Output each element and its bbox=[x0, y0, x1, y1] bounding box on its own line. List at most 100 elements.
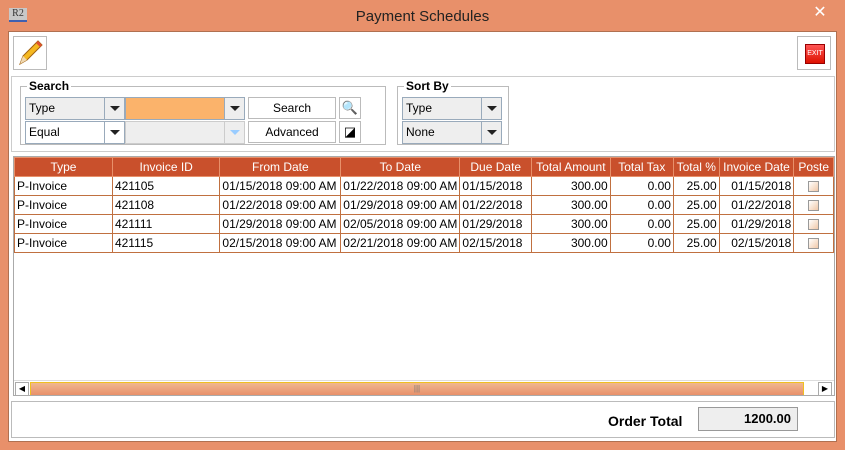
advanced-search-icon[interactable]: ◪ bbox=[339, 121, 361, 143]
search-legend: Search bbox=[29, 79, 70, 93]
cell-to-date: 02/21/2018 09:00 AM bbox=[340, 233, 461, 253]
window-title: Payment Schedules bbox=[355, 8, 490, 25]
cell-from-date: 02/15/2018 09:00 AM bbox=[219, 233, 342, 253]
advanced-button[interactable]: Advanced bbox=[248, 121, 336, 143]
cell-invoice-id: 421105 bbox=[111, 176, 221, 196]
search-field-select[interactable]: Type bbox=[25, 97, 125, 120]
column-header-posted[interactable]: Poste bbox=[793, 157, 834, 177]
close-button[interactable]: ✕ bbox=[813, 4, 827, 21]
chevron-down-icon bbox=[224, 122, 244, 143]
sort-group: Sort By Type None bbox=[397, 79, 509, 145]
posted-checkbox[interactable] bbox=[808, 238, 820, 250]
cell-total-tax: 0.00 bbox=[609, 176, 674, 196]
cell-invoice-id: 421108 bbox=[111, 195, 221, 215]
cell-total-percent: 25.00 bbox=[672, 233, 720, 253]
cell-invoice-date: 01/29/2018 bbox=[718, 214, 795, 234]
cell-total-percent: 25.00 bbox=[672, 176, 720, 196]
sort-legend: Sort By bbox=[406, 79, 449, 93]
column-header-total-tax[interactable]: Total Tax bbox=[609, 157, 674, 177]
cell-total-amount: 300.00 bbox=[531, 195, 611, 215]
magnifier-icon[interactable]: 🔍 bbox=[339, 97, 361, 119]
cell-due-date: 01/29/2018 bbox=[459, 214, 533, 234]
column-header-invoice-id[interactable]: Invoice ID bbox=[111, 157, 221, 177]
cell-type: P-Invoice bbox=[14, 195, 113, 215]
cell-total-tax: 0.00 bbox=[609, 233, 674, 253]
cell-posted[interactable] bbox=[793, 195, 834, 215]
column-header-type[interactable]: Type bbox=[14, 157, 113, 177]
search-value-select[interactable] bbox=[125, 97, 245, 120]
search-operator-value: Equal bbox=[29, 125, 60, 139]
cell-type: P-Invoice bbox=[14, 214, 113, 234]
cell-posted[interactable] bbox=[793, 233, 834, 253]
pencil-icon bbox=[19, 40, 43, 66]
cell-invoice-date: 02/15/2018 bbox=[718, 233, 795, 253]
cell-to-date: 01/29/2018 09:00 AM bbox=[340, 195, 461, 215]
cell-total-amount: 300.00 bbox=[531, 214, 611, 234]
cell-posted[interactable] bbox=[793, 214, 834, 234]
column-header-to-date[interactable]: To Date bbox=[340, 157, 461, 177]
table-row[interactable]: P-Invoice 421115 02/15/2018 09:00 AM 02/21/… bbox=[14, 233, 834, 253]
cell-from-date: 01/29/2018 09:00 AM bbox=[219, 214, 342, 234]
filter-panel: Search Type Equal Search Advanced 🔍 ◪ So… bbox=[11, 76, 835, 152]
search-group: Search Type Equal Search Advanced 🔍 ◪ bbox=[20, 79, 386, 145]
scroll-left-icon[interactable]: ◀ bbox=[15, 382, 29, 395]
sort-secondary-select[interactable]: None bbox=[402, 121, 502, 144]
cell-total-amount: 300.00 bbox=[531, 176, 611, 196]
posted-checkbox[interactable] bbox=[808, 200, 820, 212]
table-row[interactable]: P-Invoice 421105 01/15/2018 09:00 AM 01/22/… bbox=[14, 176, 834, 196]
search-button[interactable]: Search bbox=[248, 97, 336, 119]
cell-type: P-Invoice bbox=[14, 176, 113, 196]
sort-primary-value: Type bbox=[406, 101, 433, 115]
cell-total-tax: 0.00 bbox=[609, 214, 674, 234]
column-header-total-percent[interactable]: Total % bbox=[672, 157, 720, 177]
client-area: EXIT Search Type Equal Search Advanced 🔍… bbox=[8, 31, 837, 442]
cell-posted[interactable] bbox=[793, 176, 834, 196]
cell-invoice-date: 01/15/2018 bbox=[718, 176, 795, 196]
column-header-total-amount[interactable]: Total Amount bbox=[531, 157, 611, 177]
sort-primary-select[interactable]: Type bbox=[402, 97, 502, 120]
chevron-down-icon[interactable] bbox=[481, 98, 501, 119]
cell-type: P-Invoice bbox=[14, 233, 113, 253]
horizontal-scrollbar[interactable]: ◀ ||| ▶ bbox=[14, 380, 834, 395]
chevron-down-icon[interactable] bbox=[481, 122, 501, 143]
column-header-due-date[interactable]: Due Date bbox=[459, 157, 533, 177]
table-row[interactable]: P-Invoice 421108 01/22/2018 09:00 AM 01/29/… bbox=[14, 195, 834, 215]
app-logo-icon: R2 bbox=[9, 8, 27, 22]
column-header-from-date[interactable]: From Date bbox=[219, 157, 342, 177]
posted-checkbox[interactable] bbox=[808, 181, 820, 193]
order-total-field: 1200.00 bbox=[698, 407, 798, 431]
cell-total-percent: 25.00 bbox=[672, 195, 720, 215]
title-bar: R2 Payment Schedules ✕ bbox=[0, 0, 845, 32]
cell-due-date: 01/15/2018 bbox=[459, 176, 533, 196]
chevron-down-icon[interactable] bbox=[104, 98, 124, 119]
exit-button[interactable]: EXIT bbox=[797, 36, 831, 70]
table-row[interactable]: P-Invoice 421111 01/29/2018 09:00 AM 02/05/… bbox=[14, 214, 834, 234]
scroll-right-icon[interactable]: ▶ bbox=[818, 382, 832, 395]
cell-from-date: 01/22/2018 09:00 AM bbox=[219, 195, 342, 215]
cell-due-date: 02/15/2018 bbox=[459, 233, 533, 253]
search-field-value: Type bbox=[29, 101, 56, 115]
search-operator-select[interactable]: Equal bbox=[25, 121, 125, 144]
exit-icon: EXIT bbox=[805, 44, 825, 64]
sort-secondary-value: None bbox=[406, 125, 435, 139]
chevron-down-icon[interactable] bbox=[224, 98, 244, 119]
edit-button[interactable] bbox=[13, 36, 47, 70]
cell-invoice-id: 421115 bbox=[111, 233, 221, 253]
cell-total-tax: 0.00 bbox=[609, 195, 674, 215]
cell-total-percent: 25.00 bbox=[672, 214, 720, 234]
footer: Order Total 1200.00 bbox=[11, 401, 835, 438]
scrollbar-thumb[interactable]: ||| bbox=[30, 382, 804, 395]
cell-to-date: 01/22/2018 09:00 AM bbox=[340, 176, 461, 196]
search-value2-select bbox=[125, 121, 245, 144]
payment-schedule-table: Type Invoice ID From Date To Date Due Date To… bbox=[13, 156, 835, 396]
cell-to-date: 02/05/2018 09:00 AM bbox=[340, 214, 461, 234]
cell-from-date: 01/15/2018 09:00 AM bbox=[219, 176, 342, 196]
column-header-invoice-date[interactable]: Invoice Date bbox=[718, 157, 795, 177]
posted-checkbox[interactable] bbox=[808, 219, 820, 231]
cell-invoice-date: 01/22/2018 bbox=[718, 195, 795, 215]
cell-total-amount: 300.00 bbox=[531, 233, 611, 253]
chevron-down-icon[interactable] bbox=[104, 122, 124, 143]
order-total-label: Order Total bbox=[608, 413, 683, 429]
cell-invoice-id: 421111 bbox=[111, 214, 221, 234]
cell-due-date: 01/22/2018 bbox=[459, 195, 533, 215]
